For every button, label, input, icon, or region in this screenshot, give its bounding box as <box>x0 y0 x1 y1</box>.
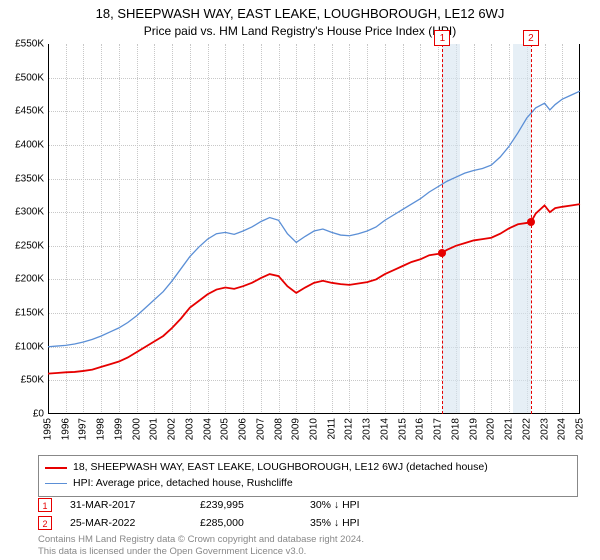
x-tick-label: 2008 <box>273 418 284 440</box>
y-tick-label: £50K <box>2 375 44 386</box>
x-tick-label: 1998 <box>96 418 107 440</box>
x-tick-label: 2016 <box>415 418 426 440</box>
x-tick-label: 2015 <box>397 418 408 440</box>
transaction-date: 25-MAR-2022 <box>70 517 200 529</box>
x-tick-label: 2005 <box>220 418 231 440</box>
marker-line <box>442 44 443 414</box>
x-tick-label: 2011 <box>326 418 337 440</box>
x-tick-label: 2025 <box>575 418 586 440</box>
chart-lines <box>48 44 580 414</box>
legend-label-property: 18, SHEEPWASH WAY, EAST LEAKE, LOUGHBORO… <box>73 460 488 476</box>
x-tick-label: 2007 <box>255 418 266 440</box>
chart-title-address: 18, SHEEPWASH WAY, EAST LEAKE, LOUGHBORO… <box>0 6 600 21</box>
x-tick-label: 2013 <box>362 418 373 440</box>
transaction-diff: 35% ↓ HPI <box>310 517 430 529</box>
x-tick-label: 2020 <box>486 418 497 440</box>
chart-container: 18, SHEEPWASH WAY, EAST LEAKE, LOUGHBORO… <box>0 0 600 560</box>
y-tick-label: £100K <box>2 341 44 352</box>
y-tick-label: £550K <box>2 39 44 50</box>
y-tick-label: £150K <box>2 308 44 319</box>
x-tick-label: 1997 <box>78 418 89 440</box>
transaction-price: £239,995 <box>200 499 310 511</box>
x-tick-label: 2006 <box>238 418 249 440</box>
y-tick-label: £0 <box>2 409 44 420</box>
marker-badge: 2 <box>523 30 539 46</box>
footer-licence: Contains HM Land Registry data © Crown c… <box>38 534 364 558</box>
transaction-badge-2: 2 <box>38 516 52 530</box>
marker-dot <box>438 249 446 257</box>
x-tick-label: 2000 <box>131 418 142 440</box>
x-tick-label: 2024 <box>557 418 568 440</box>
transaction-row: 1 31-MAR-2017 £239,995 30% ↓ HPI <box>38 496 430 514</box>
y-tick-label: £350K <box>2 173 44 184</box>
footer-line1: Contains HM Land Registry data © Crown c… <box>38 534 364 546</box>
transaction-badge-1: 1 <box>38 498 52 512</box>
x-tick-label: 2004 <box>202 418 213 440</box>
x-tick-label: 1995 <box>43 418 54 440</box>
y-tick-label: £200K <box>2 274 44 285</box>
marker-line <box>531 44 532 414</box>
x-tick-label: 2014 <box>379 418 390 440</box>
legend-item-hpi: HPI: Average price, detached house, Rush… <box>45 476 571 492</box>
marker-dot <box>527 218 535 226</box>
y-tick-label: £450K <box>2 106 44 117</box>
x-tick-label: 1999 <box>113 418 124 440</box>
legend: 18, SHEEPWASH WAY, EAST LEAKE, LOUGHBORO… <box>38 455 578 497</box>
x-tick-label: 2012 <box>344 418 355 440</box>
x-tick-label: 2001 <box>149 418 160 440</box>
x-tick-label: 2021 <box>504 418 515 440</box>
x-tick-label: 2017 <box>433 418 444 440</box>
y-tick-label: £500K <box>2 72 44 83</box>
x-tick-label: 2010 <box>309 418 320 440</box>
y-tick-label: £300K <box>2 207 44 218</box>
x-tick-label: 1996 <box>60 418 71 440</box>
transaction-price: £285,000 <box>200 517 310 529</box>
legend-swatch-hpi <box>45 483 67 484</box>
series-property <box>48 204 580 374</box>
chart-subtitle: Price paid vs. HM Land Registry's House … <box>0 24 600 38</box>
x-tick-label: 2002 <box>167 418 178 440</box>
legend-label-hpi: HPI: Average price, detached house, Rush… <box>73 476 293 492</box>
series-hpi <box>48 91 580 347</box>
marker-badge: 1 <box>434 30 450 46</box>
footer-line2: This data is licensed under the Open Gov… <box>38 546 364 558</box>
y-tick-label: £250K <box>2 240 44 251</box>
x-tick-label: 2003 <box>184 418 195 440</box>
transaction-row: 2 25-MAR-2022 £285,000 35% ↓ HPI <box>38 514 430 532</box>
x-tick-label: 2022 <box>521 418 532 440</box>
y-tick-label: £400K <box>2 139 44 150</box>
transactions-table: 1 31-MAR-2017 £239,995 30% ↓ HPI 2 25-MA… <box>38 496 430 532</box>
x-tick-label: 2019 <box>468 418 479 440</box>
x-tick-label: 2009 <box>291 418 302 440</box>
x-tick-label: 2018 <box>450 418 461 440</box>
transaction-date: 31-MAR-2017 <box>70 499 200 511</box>
x-tick-label: 2023 <box>539 418 550 440</box>
transaction-diff: 30% ↓ HPI <box>310 499 430 511</box>
legend-item-property: 18, SHEEPWASH WAY, EAST LEAKE, LOUGHBORO… <box>45 460 571 476</box>
legend-swatch-property <box>45 467 67 469</box>
